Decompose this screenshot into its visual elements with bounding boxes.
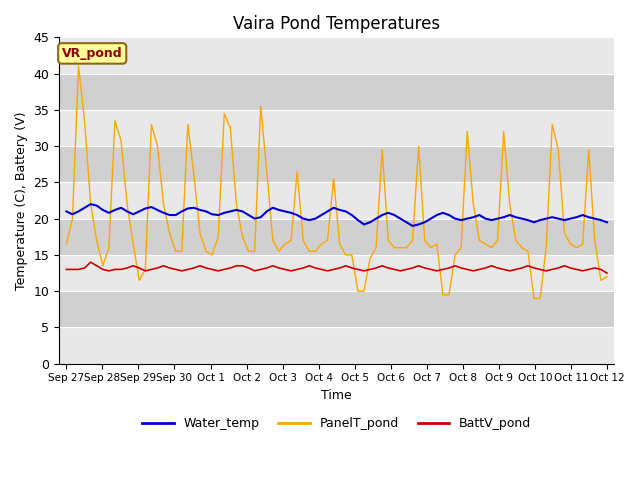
X-axis label: Time: Time [321, 389, 352, 402]
Bar [59, 255, 614, 291]
Bar [59, 182, 614, 219]
Bar [59, 146, 614, 182]
Y-axis label: Temperature (C), Battery (V): Temperature (C), Battery (V) [15, 111, 28, 290]
Bar [59, 73, 614, 110]
Bar [59, 110, 614, 146]
Text: VR_pond: VR_pond [62, 47, 122, 60]
Bar [59, 219, 614, 255]
Bar [59, 37, 614, 73]
Bar [59, 291, 614, 327]
Bar [59, 327, 614, 364]
Title: Vaira Pond Temperatures: Vaira Pond Temperatures [233, 15, 440, 33]
Legend: Water_temp, PanelT_pond, BattV_pond: Water_temp, PanelT_pond, BattV_pond [137, 412, 536, 435]
